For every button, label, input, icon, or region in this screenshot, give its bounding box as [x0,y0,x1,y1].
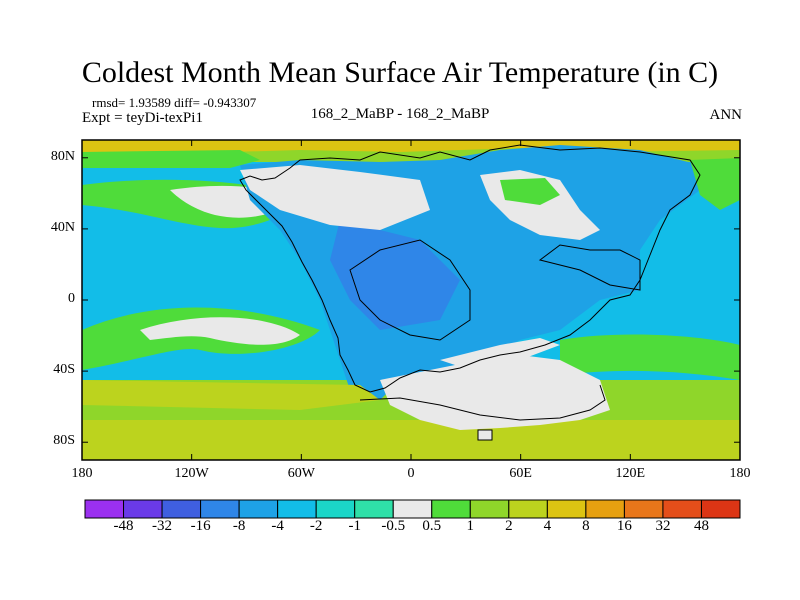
colorbar-box [238,499,279,519]
colorbar-label: 0.5 [422,518,442,534]
y-tick-label: 0 [68,291,75,306]
coastline-east [538,244,641,291]
coastline-south [359,384,606,421]
x-tick-label: 120E [615,466,646,481]
colorbar-label: 32 [655,518,671,534]
colorbar-label: -2 [309,518,323,534]
y-tick-label: 40N [50,219,75,235]
colorbar-label: 4 [543,518,552,534]
y-axis-ticks [82,157,740,443]
temperature-field [82,140,740,460]
field-green-ne [500,178,560,205]
colorbar-label: 48 [693,518,709,534]
colorbar-label: -16 [190,518,211,534]
y-tick-label: 80N [50,148,75,164]
colorbar-box [469,499,510,519]
colorbar-label: -0.5 [381,518,406,534]
colorbar-box [161,499,202,519]
colorbar-label: 2 [505,518,513,534]
coastline-inner [349,239,471,341]
field-white-north [240,165,430,230]
colorbar-label: 1 [466,518,475,534]
chart-title: Coldest Month Mean Surface Air Temperatu… [81,56,719,89]
x-tick-label: 180 [729,466,751,481]
coastline-island [477,429,493,441]
field-green-east [690,158,740,210]
colorbar-box [123,499,163,519]
colorbar-box [315,499,356,519]
colorbar-box [546,499,587,519]
x-tick-label: 0 [407,466,415,481]
colorbar-label: -8 [232,518,246,534]
colorbar-box [200,499,240,519]
colorbar-box [277,499,317,519]
colorbar-label: 8 [582,518,590,534]
coastline [239,144,701,393]
y-tick-label: 40S [53,362,75,378]
field-green-nw [82,150,260,168]
colorbar-label: -32 [152,518,173,534]
field-s-tongue-white [140,317,300,345]
colorbar-box [662,499,702,519]
colorbar-label: -48 [113,518,134,534]
colorbar-box [700,499,741,519]
colorbar-box [623,499,664,519]
colorbar-boxes [84,499,741,519]
stats-line: rmsd= 1.93589 diff= -0.943307 [92,95,257,110]
colorbar-label: -4 [271,518,284,534]
colorbar-box [392,499,433,519]
x-tick-label: 180 [71,466,93,481]
x-tick-label: 120W [174,466,209,481]
season-label: ANN [709,107,743,123]
colorbar-box [585,499,625,519]
field-yellow-south [82,380,380,410]
field-s-tongue-atl [560,334,740,380]
field-white-southcoast [440,338,560,370]
chart-subtitle: 168_2_MaBP - 168_2_MaBP [310,106,490,122]
x-tick-label: 60W [287,466,315,481]
colorbar-label: 16 [616,518,632,534]
field-south-pole-band [82,420,740,460]
colorbar-box [354,499,394,519]
colorbar-label: -1 [348,518,361,534]
colorbar-box [508,499,548,519]
x-axis-ticks [81,140,741,460]
field-white-south [380,355,610,430]
x-tick-label: 60E [509,466,532,481]
colorbar-box [84,499,125,519]
colorbar-box [431,499,471,519]
y-tick-label: 80S [53,433,75,449]
experiment-label: Expt = teyDi-texPi1 [82,110,203,126]
